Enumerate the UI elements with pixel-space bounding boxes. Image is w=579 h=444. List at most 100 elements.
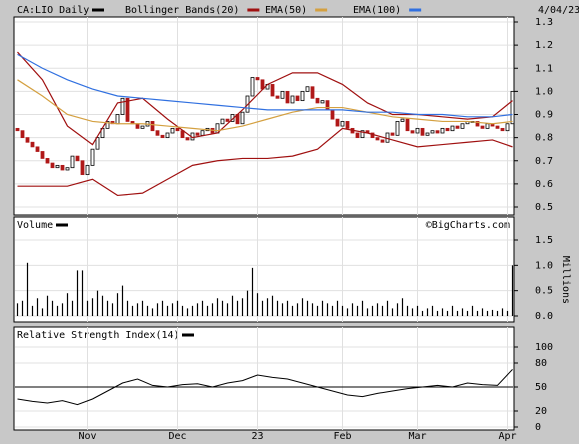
rsi-line: [17, 369, 513, 406]
candle: [170, 127, 175, 134]
volume-bar: [281, 303, 284, 316]
volume-bar: [196, 303, 199, 316]
volume-bar: [306, 300, 309, 316]
volume-bar: [491, 309, 494, 316]
candle: [250, 77, 255, 97]
candle: [475, 121, 480, 127]
volume-bar: [466, 310, 469, 316]
y-tick-label: 1.1: [535, 63, 553, 74]
volume-bar: [201, 300, 204, 316]
volume-bar: [396, 303, 399, 316]
volume-bar: [176, 300, 179, 316]
volume-bar: [46, 295, 49, 316]
candle: [155, 130, 160, 136]
volume-bar: [511, 265, 514, 316]
y-tick-label: 0.6: [535, 179, 553, 190]
candle: [80, 160, 85, 176]
volume-bar: [506, 310, 509, 316]
y-tick-label: 80: [535, 358, 547, 369]
volume-bar: [241, 298, 244, 316]
x-tick-label: 23: [251, 431, 263, 442]
x-tick-label: Dec: [168, 431, 186, 442]
date: 4/04/23: [538, 5, 579, 16]
candle: [395, 121, 400, 136]
volume-bar: [31, 305, 34, 316]
candle: [380, 139, 385, 143]
candle: [255, 77, 260, 81]
volume-bar: [36, 298, 39, 316]
volume-bar: [411, 308, 414, 316]
candle: [90, 148, 95, 166]
volume-bar: [91, 298, 94, 316]
candle: [445, 127, 450, 132]
legend-label: EMA(100): [353, 5, 401, 16]
candle: [360, 130, 365, 139]
volume-bar: [406, 305, 409, 316]
rsi-panel: [13, 326, 515, 431]
volume-bar: [501, 308, 504, 316]
volume-bar: [471, 305, 474, 316]
candle: [120, 97, 125, 115]
candle: [285, 90, 290, 104]
candle: [185, 137, 190, 141]
volume-bar: [436, 310, 439, 316]
volume-bar: [381, 305, 384, 316]
volume-bar: [236, 300, 239, 316]
candle: [415, 127, 420, 134]
x-tick-label: Apr: [498, 431, 516, 442]
candle: [85, 164, 90, 176]
y-tick-label: 0.0: [535, 311, 553, 322]
candle: [460, 123, 465, 129]
volume-bar: [346, 308, 349, 316]
candle: [485, 123, 490, 129]
volume-bar: [146, 305, 149, 316]
volume-bar: [111, 303, 114, 316]
candle: [105, 121, 110, 129]
volume-bar: [311, 303, 314, 316]
candle: [375, 137, 380, 141]
volume-bar: [461, 308, 464, 316]
volume-bar: [156, 303, 159, 316]
volume-bar: [351, 303, 354, 316]
candle: [50, 162, 55, 169]
volume-bar: [331, 305, 334, 316]
volume-bar: [441, 308, 444, 316]
y-tick-label: 1.2: [535, 40, 553, 51]
volume-bar: [431, 305, 434, 316]
volume-bar: [41, 308, 44, 316]
overlay-line: [17, 53, 513, 118]
y-tick-label: 1.3: [535, 17, 553, 28]
x-tick-label: Feb: [333, 431, 351, 442]
volume-bar: [446, 310, 449, 316]
volume-bar: [246, 290, 249, 316]
candle: [420, 127, 425, 136]
volume-bar: [376, 303, 379, 316]
candle: [390, 132, 395, 136]
candle: [320, 100, 325, 104]
candle: [135, 123, 140, 129]
candle: [325, 100, 330, 111]
candle: [200, 130, 205, 136]
candle: [55, 164, 60, 169]
rsi-title: Relative Strength Index(14): [17, 330, 180, 341]
candle: [330, 109, 335, 120]
volume-bar: [361, 300, 364, 316]
volume-bar: [391, 308, 394, 316]
candle: [305, 86, 310, 92]
volume-bar: [261, 300, 264, 316]
candle: [140, 125, 145, 129]
volume-bar: [371, 305, 374, 316]
volume-bar: [216, 298, 219, 316]
candle: [480, 125, 485, 129]
volume-bar: [131, 305, 134, 316]
candle: [435, 130, 440, 134]
volume-bar: [66, 293, 69, 316]
candle: [355, 132, 360, 139]
candle: [335, 118, 340, 127]
candle: [240, 111, 245, 125]
source: ©BigCharts.com: [426, 220, 510, 231]
legend-label: Bollinger Bands(20): [125, 5, 239, 16]
volume-bar: [16, 303, 19, 316]
y-tick-label: 1.0: [535, 260, 553, 271]
volume-bar: [266, 298, 269, 316]
